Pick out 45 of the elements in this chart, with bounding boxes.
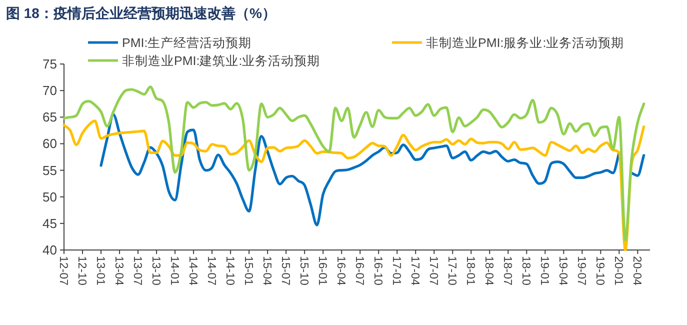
y-tick-label: 60 [42,136,57,152]
x-tick-label: 17-07 [427,256,440,286]
y-tick-label: 45 [42,216,57,231]
x-tick-label: 15-04 [260,256,273,286]
y-tick-label: 55 [42,162,57,178]
x-tick-label: 20-04 [630,256,643,286]
x-tick-label: 12-10 [76,256,88,286]
x-tick-label: 15-10 [298,256,310,286]
x-tick-label: 14-10 [224,256,236,286]
legend-label: 非制造业PMI:建筑业:业务活动预期 [122,54,320,68]
x-tick-label: 18-10 [520,256,532,286]
x-tick-label: 19-01 [538,256,550,286]
x-tick-label: 14-04 [186,256,199,286]
y-tick-label: 70 [42,83,57,98]
x-tick-label: 18-01 [464,256,476,286]
x-tick-label: 13-01 [94,256,106,286]
x-tick-label: 16-01 [316,256,328,286]
x-tick-label: 19-10 [594,256,606,286]
x-tick-label: 18-07 [501,256,514,286]
x-tick-label: 15-07 [279,256,292,286]
y-tick-label: 75 [42,56,57,72]
x-tick-label: 15-01 [242,256,254,286]
x-tick-label: 20-01 [612,256,624,286]
x-tick-label: 13-07 [131,256,144,286]
line-series [62,86,646,242]
x-tick-label: 16-10 [372,256,384,286]
x-tick-label: 16-04 [334,256,347,286]
x-tick-label: 14-07 [205,256,218,286]
x-tick-label: 14-01 [168,256,180,286]
chart-title: 图 18：疫情后企业经营预期迅速改善（%） [6,5,276,21]
y-tick-label: 50 [42,189,57,204]
legend-label: 非制造业PMI:服务业:业务活动预期 [426,36,624,50]
x-tick-label: 17-10 [446,256,458,286]
x-tick-label: 17-04 [408,256,421,286]
y-tick-label: 40 [42,242,57,258]
x-tick-label: 13-04 [112,256,125,286]
x-tick-label: 18-04 [482,256,495,286]
x-tick-label: 13-10 [150,256,162,286]
x-tick-label: 17-01 [390,256,402,286]
x-tick-label: 12-07 [57,256,69,286]
x-tick-label: 19-07 [575,256,588,286]
x-tick-label: 16-07 [353,256,366,286]
x-tick-label: 19-04 [556,256,569,286]
legend-label: PMI:生产经营活动预期 [122,36,252,50]
y-tick-label: 65 [42,110,57,125]
